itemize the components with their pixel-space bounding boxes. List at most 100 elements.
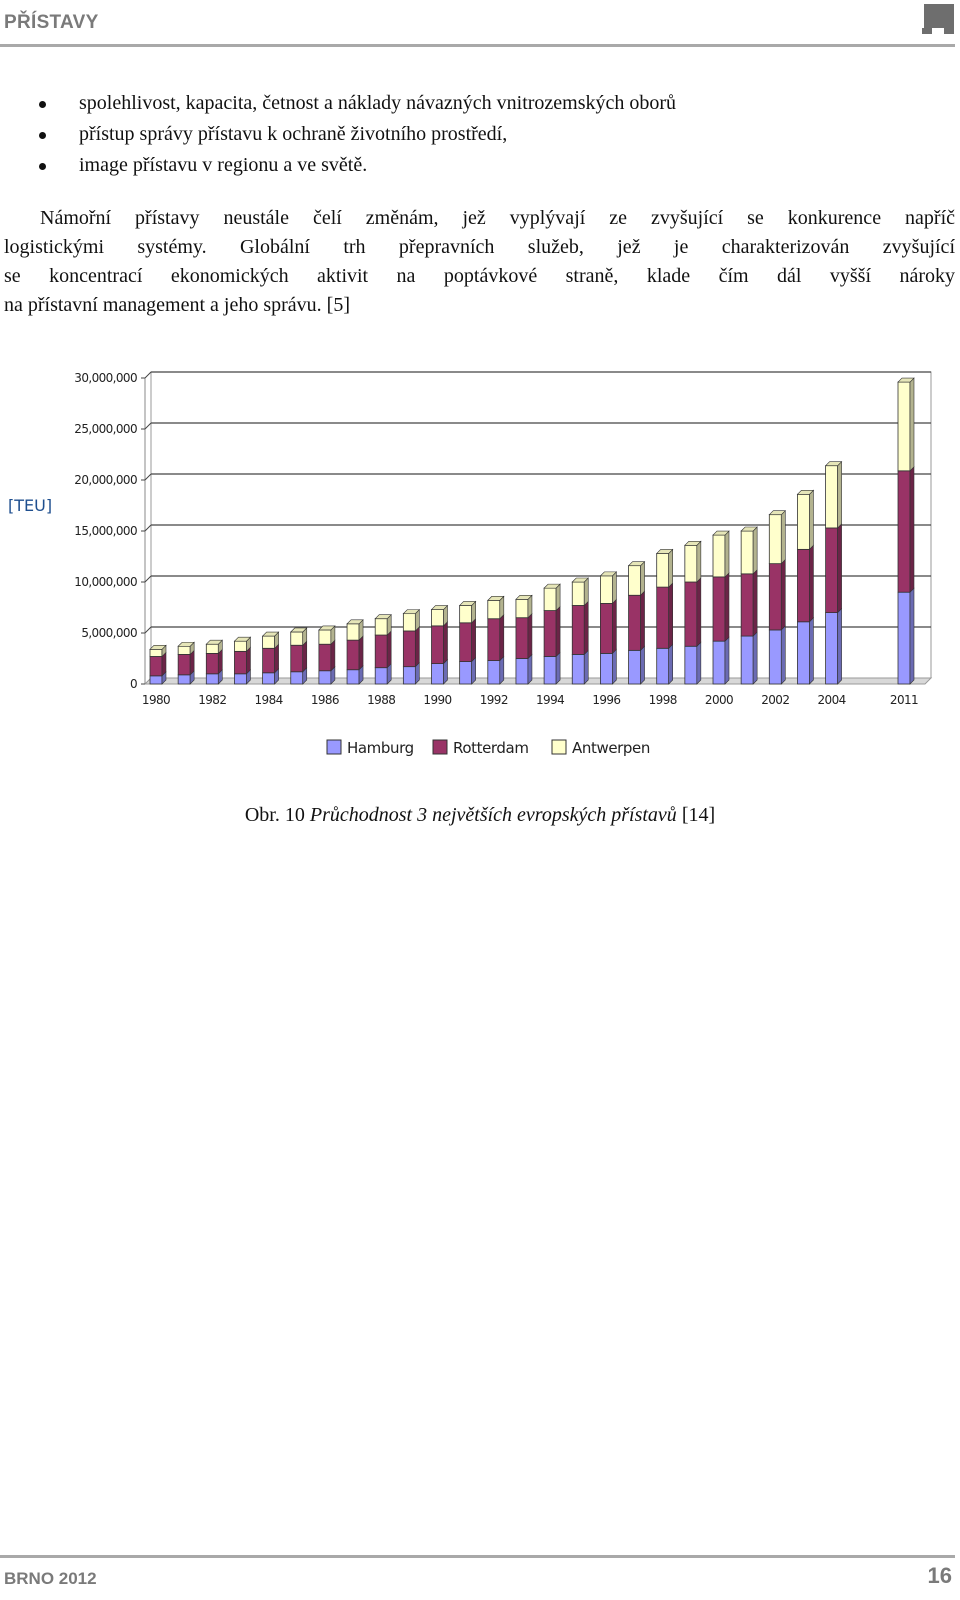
bullet-item: přístup správy přístavu k ochraně životn…: [30, 119, 676, 150]
figure-caption: Obr. 10 Průchodnost 3 největších evropsk…: [0, 804, 960, 827]
x-tick-label: 1982: [198, 693, 226, 707]
bar-side-rotterdam: [668, 582, 674, 650]
bar-hamburg: [543, 656, 557, 685]
bar-top: [318, 625, 336, 631]
bar-antwerpen: [487, 599, 501, 620]
bar-side-rotterdam: [809, 544, 814, 623]
bar-antwerpen: [628, 565, 641, 596]
bar-top: [346, 619, 364, 625]
bar-rotterdam: [234, 650, 247, 675]
bar-side-rotterdam: [330, 639, 336, 672]
bar-rotterdam: [487, 618, 501, 661]
bar-antwerpen: [740, 530, 754, 575]
bar-top: [712, 530, 730, 536]
bar-rotterdam: [149, 656, 163, 677]
gridline-diagonal: [144, 473, 152, 481]
bar-hamburg: [290, 671, 304, 685]
bar-hamburg: [234, 673, 247, 685]
x-tick-label: 1992: [480, 693, 508, 707]
bullet-text: přístup správy přístavu k ochraně životn…: [79, 123, 508, 145]
bar-rotterdam: [684, 581, 698, 647]
bar-top: [402, 609, 421, 614]
x-tick-label: 2004: [818, 693, 846, 707]
bar-hamburg: [262, 672, 276, 685]
bar-antwerpen: [768, 514, 782, 565]
bar-hamburg: [571, 654, 585, 685]
bar-side-hamburg: [724, 636, 730, 685]
x-tick-label: 1996: [592, 693, 620, 707]
paragraph-line: logistickými systémy. Globální trh přepr…: [4, 236, 955, 258]
bullet-dot-icon: [39, 163, 46, 170]
bar-side-rotterdam: [640, 590, 645, 652]
bullet-dot-icon: [39, 132, 46, 139]
bar-hamburg: [684, 645, 698, 685]
bar-hamburg: [431, 663, 444, 685]
bar-antwerpen: [431, 609, 444, 627]
bar-top: [515, 595, 533, 600]
bar-side-hamburg: [471, 656, 476, 685]
bar-side-antwerpen: [555, 583, 561, 612]
bar-side-hamburg: [555, 651, 561, 685]
bar-hamburg: [515, 658, 529, 685]
bar-top: [627, 561, 646, 566]
bar-antwerpen: [234, 640, 247, 652]
x-tick-label: 1984: [255, 693, 283, 707]
bar-rotterdam: [571, 605, 585, 655]
y-tick-label: 20,000,000: [74, 473, 137, 487]
bar-side-rotterdam: [386, 630, 392, 669]
bar-rotterdam: [768, 563, 782, 631]
bar-hamburg: [205, 673, 219, 685]
bar-side-rotterdam: [612, 598, 617, 655]
bar-antwerpen: [897, 381, 911, 472]
corner-mark-icon: [922, 4, 954, 34]
bar-side-hamburg: [696, 641, 702, 685]
bar-antwerpen: [712, 534, 726, 578]
bar-rotterdam: [262, 647, 276, 674]
bar-top: [430, 605, 449, 610]
bar-side-rotterdam: [415, 626, 420, 668]
bar-side-antwerpen: [752, 526, 758, 575]
bar-top: [543, 583, 561, 589]
y-tick-label: 5,000,000: [81, 626, 137, 640]
bar-side-rotterdam: [583, 600, 589, 656]
bar-rotterdam: [459, 622, 473, 662]
bullet-item: image přístavu v regionu a ve světě.: [30, 150, 676, 181]
bar-top: [177, 641, 195, 647]
bar-side-antwerpen: [809, 489, 814, 551]
legend-swatch-rotterdam: [432, 739, 448, 755]
caption-prefix: Obr. 10: [244, 804, 305, 826]
bar-hamburg: [600, 652, 613, 685]
bar-antwerpen: [318, 629, 332, 645]
bullet-list: spolehlivost, kapacita, četnost a náklad…: [30, 88, 676, 181]
running-title: PŘÍSTAVY: [4, 12, 99, 33]
bar-top: [487, 596, 505, 601]
bar-top: [233, 636, 252, 642]
bar-top: [261, 631, 280, 637]
bar-rotterdam: [402, 630, 416, 668]
bar-antwerpen: [684, 544, 698, 583]
y-tick-label: 25,000,000: [74, 422, 137, 436]
bar-antwerpen: [571, 581, 585, 606]
bar-side-rotterdam: [555, 605, 561, 658]
bar-rotterdam: [797, 548, 810, 623]
x-tick-label: 1988: [367, 693, 395, 707]
bar-side-antwerpen: [583, 577, 589, 607]
bar-hamburg: [149, 675, 163, 685]
bar-hamburg: [374, 667, 388, 685]
bar-side-antwerpen: [724, 530, 730, 578]
x-tick-label: 2002: [761, 693, 789, 707]
bar-hamburg: [459, 661, 473, 685]
gridline-diagonal: [144, 371, 152, 379]
bar-rotterdam: [290, 644, 304, 673]
bar-side-antwerpen: [668, 548, 674, 588]
bar-top: [374, 614, 392, 620]
y-axis-label: [TEU]: [8, 496, 52, 515]
bar-rotterdam: [346, 639, 360, 671]
bar-rotterdam: [374, 634, 388, 669]
bar-hamburg: [346, 669, 360, 685]
bar-top: [740, 526, 758, 532]
bar-side-rotterdam: [527, 612, 533, 660]
bar-side-rotterdam: [837, 523, 842, 614]
bar-hamburg: [318, 670, 332, 685]
bar-rotterdam: [897, 470, 911, 593]
